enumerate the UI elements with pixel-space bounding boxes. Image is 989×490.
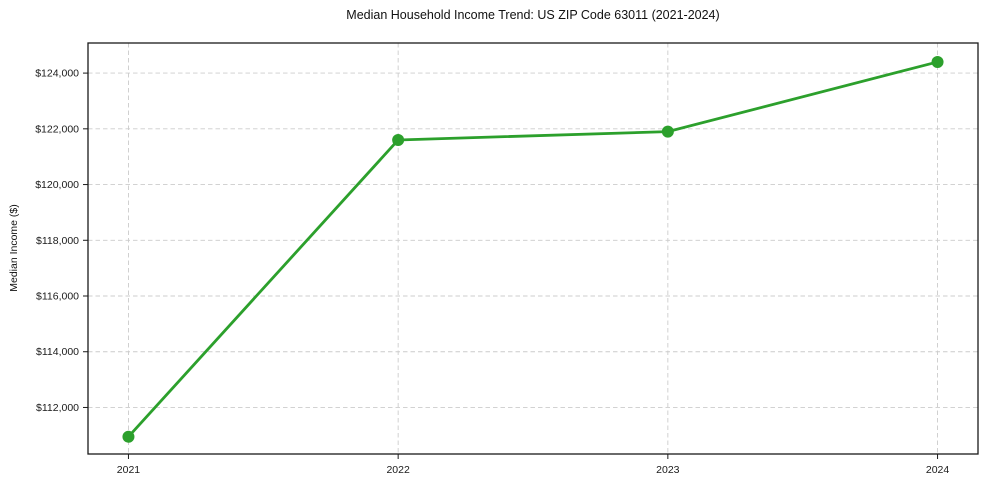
data-point — [661, 125, 674, 138]
y-tick-label: $116,000 — [36, 291, 79, 303]
data-point — [122, 430, 135, 443]
y-tick-label: $114,000 — [36, 346, 79, 358]
x-tick-label: 2023 — [656, 464, 680, 476]
y-tick-label: $118,000 — [36, 235, 79, 247]
y-tick-label: $120,000 — [35, 179, 79, 191]
y-tick-label: $124,000 — [35, 68, 79, 80]
y-tick-label: $112,000 — [36, 402, 79, 414]
data-point — [392, 133, 405, 146]
y-tick-label: $122,000 — [35, 123, 79, 135]
x-tick-label: 2021 — [117, 464, 141, 476]
y-axis-label: Median Income ($) — [8, 204, 20, 292]
trend-line — [127, 60, 939, 439]
chart-title: Median Household Income Trend: US ZIP Co… — [346, 8, 720, 22]
x-tick-label: 2024 — [926, 464, 950, 476]
plot-frame — [87, 42, 979, 455]
x-tick-label: 2022 — [386, 464, 410, 476]
data-point — [931, 55, 944, 68]
